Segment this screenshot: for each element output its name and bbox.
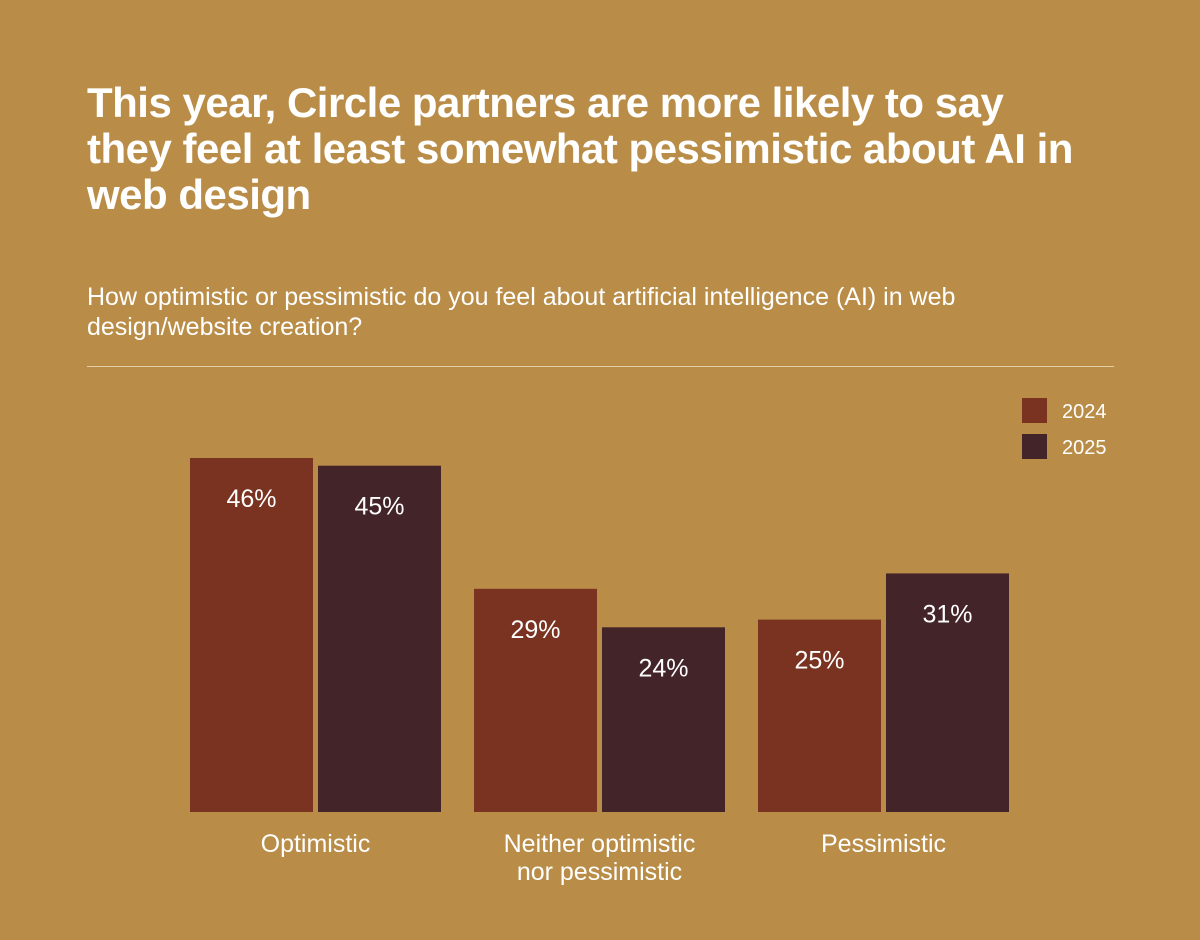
legend: 2024 2025 — [1022, 398, 1107, 459]
bar-2024-0 — [190, 458, 313, 812]
chart-subtitle: How optimistic or pessimistic do you fee… — [87, 283, 956, 341]
value-label-2025-2: 31% — [922, 600, 972, 628]
value-label-2024-1: 29% — [510, 616, 560, 644]
category-label-line: nor pessimistic — [517, 858, 682, 886]
value-label-2025-0: 45% — [354, 493, 404, 521]
chart-title: This year, Circle partners are more like… — [87, 79, 1073, 218]
category-label-line: Neither optimistic — [504, 830, 696, 858]
legend-label-2025: 2025 — [1062, 437, 1107, 459]
legend-swatch-2024 — [1022, 398, 1047, 423]
bar-2025-2 — [886, 573, 1009, 812]
value-label-2024-0: 46% — [226, 485, 276, 513]
bar-2025-1 — [602, 627, 725, 812]
legend-swatch-2025 — [1022, 434, 1047, 459]
value-label-2024-2: 25% — [794, 647, 844, 675]
category-label-1: Neither optimistic nor pessimistic — [504, 830, 696, 886]
category-label-2: Pessimistic — [821, 830, 946, 858]
bar-2024-2 — [758, 619, 881, 812]
category-label-0: Optimistic — [261, 830, 371, 858]
category-label-line: Pessimistic — [821, 830, 946, 858]
value-label-2025-1: 24% — [638, 654, 688, 682]
bars-group — [190, 458, 1009, 812]
bar-2025-0 — [318, 465, 441, 812]
value-labels-group: 46% 45% 29% 24% 25% 31% — [226, 485, 972, 682]
divider-line — [87, 366, 1114, 367]
bar-2024-1 — [474, 588, 597, 812]
category-label-line: Optimistic — [261, 830, 371, 858]
legend-label-2024: 2024 — [1062, 401, 1107, 423]
category-labels-group: Optimistic Neither optimistic nor pessimis… — [261, 830, 946, 886]
